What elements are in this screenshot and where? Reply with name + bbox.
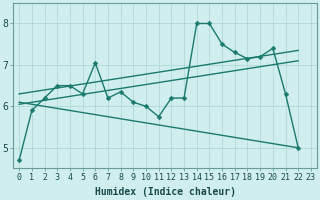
X-axis label: Humidex (Indice chaleur): Humidex (Indice chaleur) — [94, 187, 236, 197]
